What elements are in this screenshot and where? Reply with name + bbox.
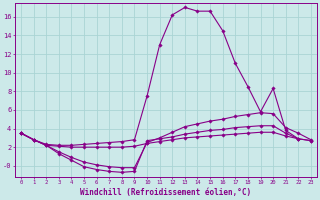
X-axis label: Windchill (Refroidissement éolien,°C): Windchill (Refroidissement éolien,°C) [80, 188, 252, 197]
